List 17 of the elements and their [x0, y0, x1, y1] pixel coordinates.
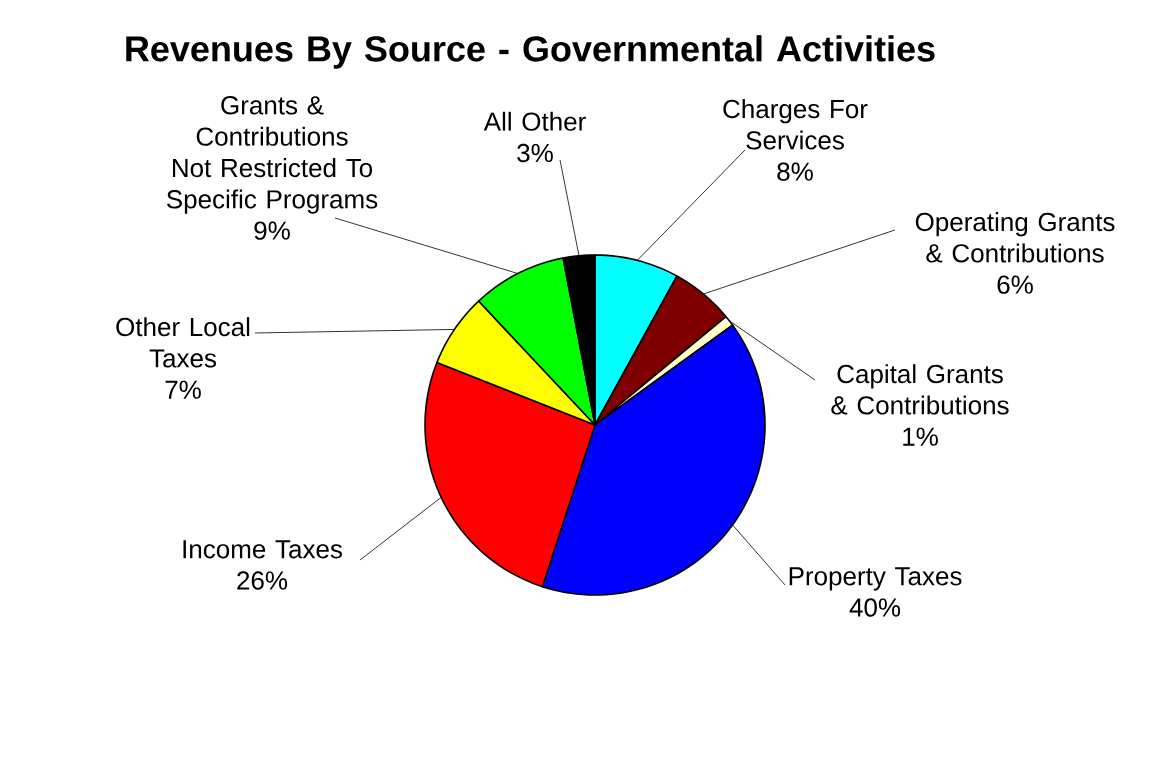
data-label: 7%: [165, 380, 201, 399]
slice-label: Capital Grants & Contributions: [831, 364, 1009, 415]
slice-label: Charges For Services: [723, 99, 868, 150]
chart-title: Revenues By Source - Governmental Activities: [126, 35, 935, 69]
data-label: 8%: [777, 162, 813, 181]
slice-label: Property Taxes: [789, 567, 962, 591]
data-label: 40%: [849, 598, 901, 617]
data-label: 9%: [254, 221, 290, 240]
slice-label: Income Taxes: [183, 540, 342, 559]
slice-label: Other Local Taxes: [116, 317, 250, 368]
data-label: 6%: [997, 275, 1033, 294]
data-label: 1%: [903, 427, 938, 446]
slice-label: Grants & Contributions Not Restricted To Specific Programs: [166, 96, 378, 214]
data-label: 26%: [237, 571, 288, 590]
slice-label: Operating Grants & Contributions: [915, 212, 1115, 263]
data-label: 3%: [517, 143, 553, 163]
slice-label: All Other: [483, 111, 586, 131]
